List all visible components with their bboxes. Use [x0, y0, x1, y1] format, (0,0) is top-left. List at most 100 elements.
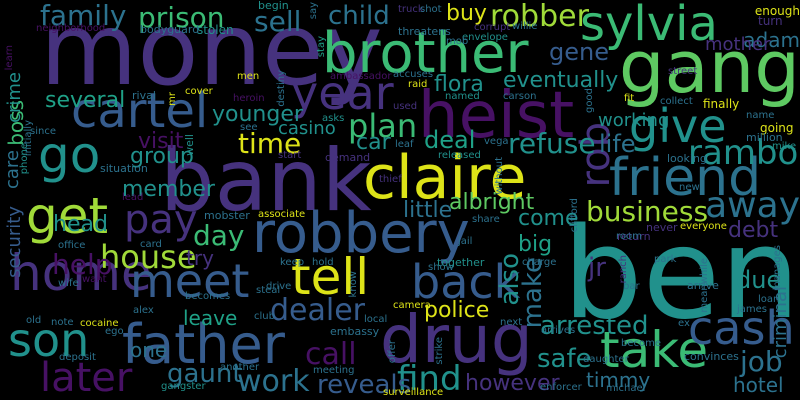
word-name: name	[746, 110, 775, 121]
word-learn: learn	[4, 45, 15, 71]
word-adam: adam	[743, 28, 800, 52]
word-looking: looking	[667, 152, 707, 165]
word-car: car	[356, 130, 391, 155]
word-return: return	[617, 230, 651, 243]
word-manages: manages	[772, 245, 783, 292]
word-flora: flora	[434, 72, 484, 97]
word-meeting: meeting	[313, 365, 355, 376]
word-call: call	[305, 337, 357, 372]
word-james: james	[737, 304, 768, 315]
word-share: share	[472, 214, 500, 225]
word-take: take	[600, 321, 709, 379]
word-street: street	[668, 66, 698, 77]
word-working: working	[598, 110, 670, 131]
word-give: give	[629, 99, 727, 153]
word-sylvia: sylvia	[580, 0, 718, 52]
word-offer: offer	[387, 340, 398, 364]
word-used: used	[393, 101, 418, 112]
word-everyone: everyone	[680, 221, 727, 232]
word-daughter: daughter	[583, 354, 629, 365]
word-arrive: arrive	[687, 279, 719, 292]
word-lead: lead	[122, 192, 144, 203]
word-claire: claire	[363, 143, 527, 213]
word-buy: buy	[446, 1, 487, 26]
word-know: know	[348, 271, 359, 298]
word-keep: keep	[280, 257, 305, 268]
word-carson: carson	[503, 91, 537, 102]
word-raid: raid	[408, 79, 428, 90]
word-surveillance: surveillance	[383, 387, 444, 398]
word-casino: casino	[278, 118, 336, 139]
word-destiny: destiny	[276, 70, 287, 107]
word-old: old	[26, 315, 42, 326]
word-hotel: hotel	[733, 373, 784, 397]
word-want: want	[82, 274, 107, 285]
word-office: office	[58, 240, 86, 251]
word-finally: finally	[703, 97, 740, 111]
word-security: security	[4, 206, 25, 278]
word-big: big	[518, 232, 553, 257]
word-accuses: accuses	[393, 69, 434, 80]
word-collect: collect	[660, 96, 693, 107]
word-jail: jail	[458, 236, 473, 247]
word-back: back	[411, 255, 521, 309]
word-cover: cover	[185, 86, 213, 97]
word-rambo: rambo	[688, 133, 799, 173]
word-deposit: deposit	[59, 352, 96, 363]
word-friend: friend	[609, 148, 762, 208]
word-good: good	[584, 88, 595, 113]
word-heroin: heroin	[233, 93, 265, 104]
word-work: work	[237, 364, 310, 399]
word-money: money	[40, 0, 383, 108]
word-bodyguard: bodyguard	[140, 23, 200, 36]
word-truck: truck	[398, 4, 424, 15]
word-cash: cash	[688, 301, 795, 355]
word-find: find	[397, 359, 462, 399]
word-timmy: timmy	[586, 368, 651, 392]
word-job: job	[740, 345, 783, 378]
word-mobster: mobster	[204, 209, 250, 222]
word-meet: meet	[130, 254, 250, 308]
word-situation: situation	[100, 162, 148, 175]
word-convinces: convinces	[684, 350, 739, 363]
word-alex: alex	[133, 305, 154, 316]
word-show: show	[428, 262, 454, 273]
word-gangster: gangster	[161, 381, 206, 392]
word-wife: wife	[58, 278, 79, 289]
word-robber: robber	[490, 0, 589, 34]
word-crime: crime	[4, 72, 25, 123]
word-room: room	[616, 231, 642, 242]
word-robbery: robbery	[252, 201, 470, 266]
word-demand: demand	[325, 151, 371, 164]
word-well: well	[183, 134, 196, 156]
word-enforcer: enforcer	[540, 382, 582, 393]
word-card: card	[140, 239, 162, 250]
word-club: club	[254, 311, 275, 322]
word-hold: hold	[312, 257, 334, 268]
word-willie: willie	[512, 21, 538, 32]
word-mike: mike	[772, 141, 797, 152]
word-one: one	[130, 338, 168, 362]
word-going: going	[760, 121, 794, 135]
word-heist: heist	[418, 79, 575, 153]
word-help: help	[52, 248, 113, 281]
word-come: come	[518, 206, 579, 231]
word-see: see	[240, 122, 258, 133]
word-day: day	[193, 219, 245, 252]
word-phone: phone	[19, 143, 30, 175]
word-group: group	[130, 144, 194, 169]
word-embassy: embassy	[330, 325, 380, 338]
word-away: away	[705, 185, 800, 226]
word-million: million	[746, 131, 783, 144]
word-named: named	[445, 91, 480, 102]
word-father: father	[122, 313, 285, 376]
word-steal: steal	[256, 285, 281, 296]
word-gaunt: gaunt	[167, 359, 243, 389]
word-younger: younger	[212, 102, 303, 127]
word-family: family	[40, 0, 127, 32]
word-arrested: arrested	[540, 311, 649, 341]
word-sell: sell	[254, 5, 302, 38]
word-enough: enough	[754, 4, 800, 18]
word-next: next	[500, 317, 523, 328]
